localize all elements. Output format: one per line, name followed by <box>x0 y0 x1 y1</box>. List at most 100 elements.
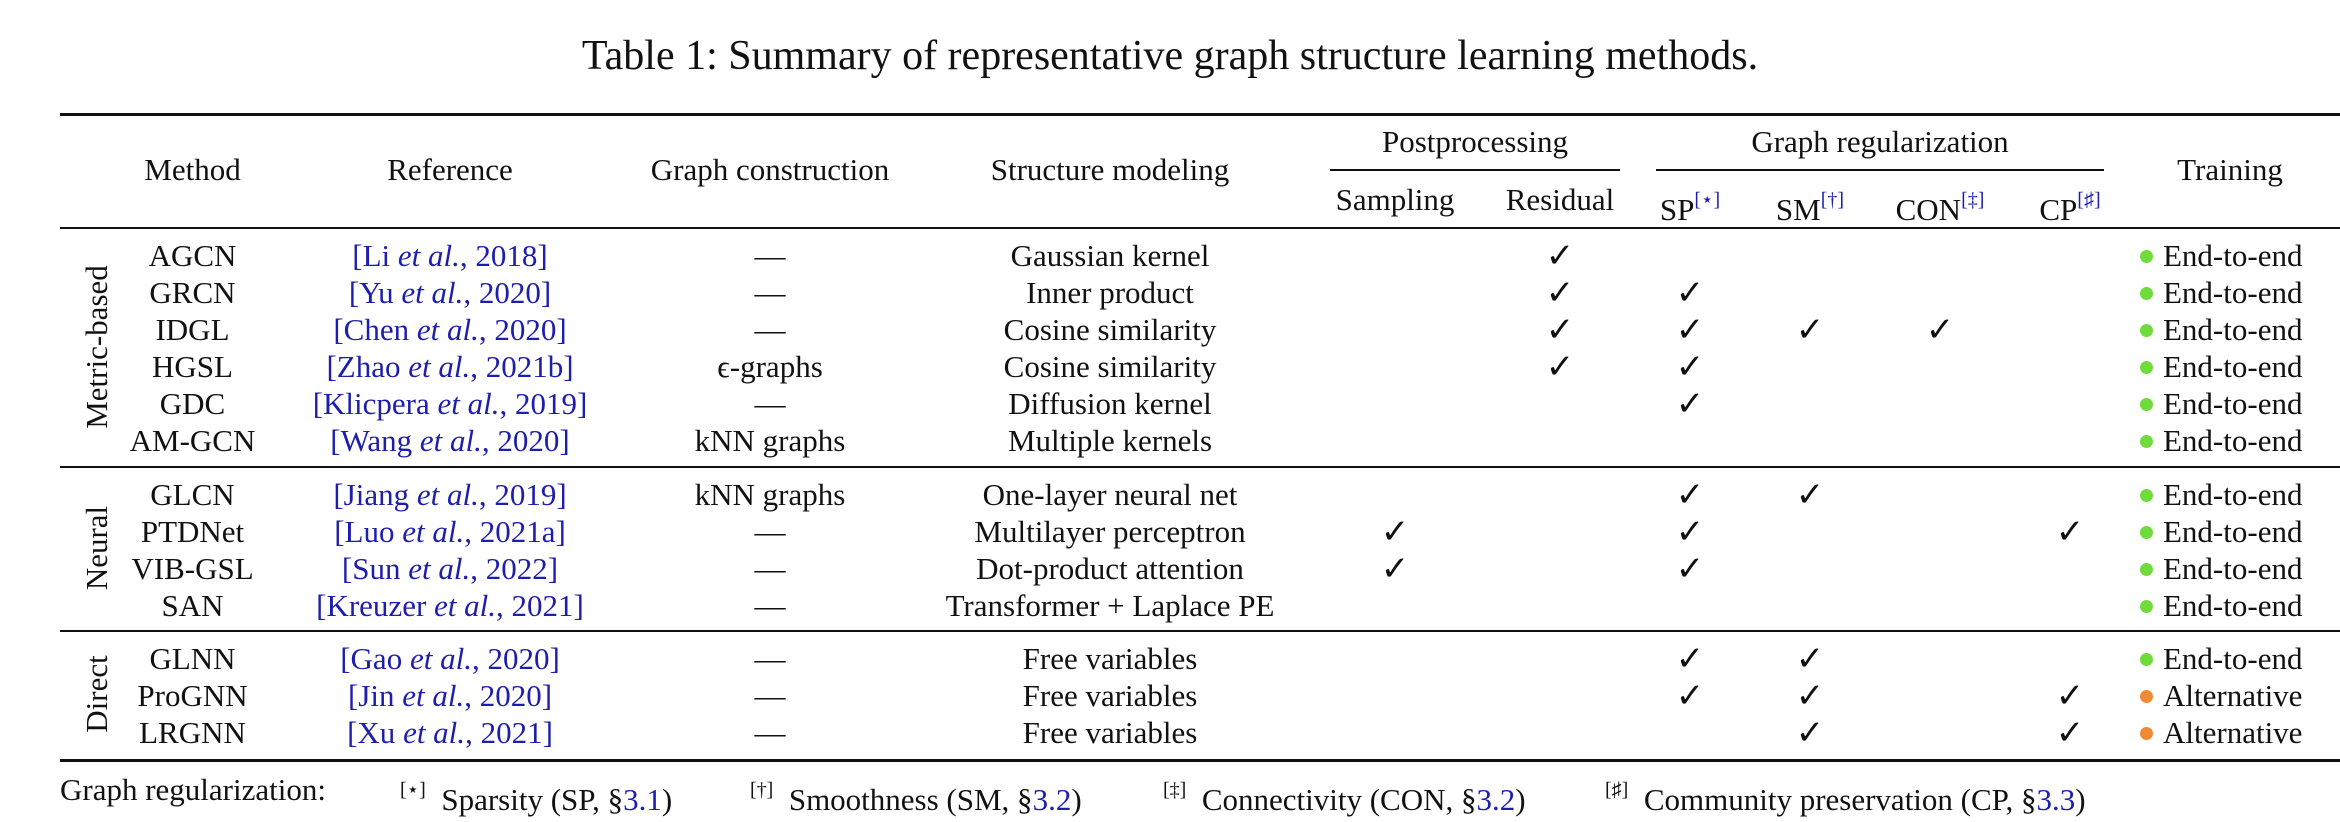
reference-cell[interactable]: [Xu et al., 2021] <box>290 715 610 751</box>
bottom-rule <box>60 759 2340 762</box>
end-to-end-dot-icon <box>2140 398 2153 412</box>
training-cell: End-to-end <box>2140 641 2340 677</box>
check-mark-icon: ✓ <box>1675 384 1705 424</box>
check-mark-icon: ✓ <box>1675 639 1705 679</box>
check-mark-icon: ✓ <box>1795 676 1825 716</box>
reference-cell[interactable]: [Jiang et al., 2019] <box>290 477 610 513</box>
method-cell: GDC <box>159 386 226 421</box>
reference-cell[interactable]: [Li et al., 2018] <box>290 238 610 274</box>
reference-author: [Gao <box>340 641 410 676</box>
reference-cell[interactable]: [Wang et al., 2020] <box>290 423 610 459</box>
reference-author: [Klicpera <box>312 386 438 421</box>
reference-etal: et al. <box>419 423 482 458</box>
reference-cell[interactable]: [Yu et al., 2020] <box>290 275 610 311</box>
reference-cell[interactable]: [Klicpera et al., 2019] <box>290 386 610 422</box>
method-cell: PTDNet <box>140 514 245 549</box>
footer-mark: [⋆] <box>400 779 426 801</box>
reference-etal: et al. <box>397 238 460 273</box>
structure-modeling-cell: One-layer neural net <box>982 477 1238 512</box>
footer-section-link[interactable]: 3.3 <box>2036 782 2076 817</box>
check-mark-icon: ✓ <box>1380 512 1410 552</box>
reference-year: , 2020] <box>463 275 552 310</box>
training-label: End-to-end <box>2163 275 2303 310</box>
training-cell: End-to-end <box>2140 275 2340 311</box>
reference-cell[interactable]: [Gao et al., 2020] <box>290 641 610 677</box>
header-sampling: Sampling <box>1335 182 1455 217</box>
check-mark-icon: ✓ <box>1925 310 1955 350</box>
training-cell: End-to-end <box>2140 386 2340 422</box>
reference-year: , 2021b] <box>470 349 574 384</box>
header-rule <box>60 227 2340 229</box>
header-reference: Reference <box>387 152 513 187</box>
postprocessing-underline <box>1330 169 1620 171</box>
graph-construction-cell: — <box>754 238 786 273</box>
footer-section-link[interactable]: 3.1 <box>623 782 662 817</box>
graph-construction-cell: — <box>754 514 786 549</box>
reference-etal: et al. <box>401 275 464 310</box>
method-cell: ProGNN <box>137 678 248 713</box>
footer-item-smoothness: [†] Smoothness (SM, §3.2) <box>750 770 1082 817</box>
reference-cell[interactable]: [Kreuzer et al., 2021] <box>290 588 610 624</box>
end-to-end-dot-icon <box>2140 435 2153 449</box>
training-label: End-to-end <box>2163 349 2303 384</box>
check-mark-icon: ✓ <box>1675 347 1705 387</box>
training-label: End-to-end <box>2163 312 2303 347</box>
reference-author: [Li <box>352 238 398 273</box>
structure-modeling-cell: Diffusion kernel <box>1008 386 1212 421</box>
header-postprocessing: Postprocessing <box>1382 124 1568 159</box>
method-cell: HGSL <box>152 349 233 384</box>
reference-cell[interactable]: [Sun et al., 2022] <box>290 551 610 587</box>
structure-modeling-cell: Multilayer perceptron <box>974 514 1246 549</box>
check-mark-icon: ✓ <box>1545 236 1575 276</box>
reference-year: , 2021a] <box>464 514 566 549</box>
reference-year: , 2019] <box>478 477 567 512</box>
reference-author: [Jiang <box>333 477 417 512</box>
header-cp: CP[♯] <box>2010 182 2130 227</box>
header-structure-modeling: Structure modeling <box>990 152 1230 187</box>
header-graph-regularization: Graph regularization <box>1751 124 2009 159</box>
end-to-end-dot-icon <box>2140 489 2153 503</box>
training-cell: Alternative <box>2140 678 2340 714</box>
check-mark-icon: ✓ <box>1795 639 1825 679</box>
con-mark: [‡] <box>1961 189 1985 211</box>
reference-cell[interactable]: [Jin et al., 2020] <box>290 678 610 714</box>
end-to-end-dot-icon <box>2140 600 2153 614</box>
reference-author: [Luo <box>334 514 403 549</box>
end-to-end-dot-icon <box>2140 526 2153 540</box>
footer-section-link[interactable]: 3.2 <box>1032 782 1072 817</box>
structure-modeling-cell: Transformer + Laplace PE <box>945 588 1275 623</box>
footer-section-link[interactable]: 3.2 <box>1476 782 1516 817</box>
method-cell: GLNN <box>149 641 236 676</box>
training-label: Alternative <box>2163 715 2303 750</box>
graph-construction-cell: — <box>754 386 786 421</box>
method-cell: GRCN <box>149 275 236 310</box>
reference-year: , 2018] <box>459 238 548 273</box>
reference-etal: et al. <box>408 551 471 586</box>
check-mark-icon: ✓ <box>2055 676 2085 716</box>
graph-construction-cell: ϵ-graphs <box>717 349 823 384</box>
header-sp: SP[⋆] <box>1630 182 1750 227</box>
header-sp-label: SP <box>1659 192 1695 227</box>
footer-item-sparsity: [⋆] Sparsity (SP, §3.1) <box>400 770 672 817</box>
reference-author: [Kreuzer <box>316 588 435 623</box>
training-label: End-to-end <box>2163 514 2303 549</box>
reference-author: [Yu <box>348 275 402 310</box>
training-cell: End-to-end <box>2140 588 2340 624</box>
structure-modeling-cell: Cosine similarity <box>1003 349 1217 384</box>
reference-cell[interactable]: [Chen et al., 2020] <box>290 312 610 348</box>
footer-text: Community preservation (CP, § <box>1643 782 2037 817</box>
group-rule-1 <box>60 466 2340 468</box>
reference-cell[interactable]: [Zhao et al., 2021b] <box>290 349 610 385</box>
end-to-end-dot-icon <box>2140 361 2153 375</box>
reference-etal: et al. <box>408 349 471 384</box>
footer-item-community: [♯] Community preservation (CP, §3.3) <box>1605 770 2086 817</box>
method-cell: AM-GCN <box>129 423 256 458</box>
end-to-end-dot-icon <box>2140 324 2153 338</box>
footer-mark: [‡] <box>1163 779 1187 801</box>
reference-cell[interactable]: [Luo et al., 2021a] <box>290 514 610 550</box>
graph-construction-cell: — <box>754 551 786 586</box>
reference-year: , 2020] <box>478 312 567 347</box>
training-label: End-to-end <box>2163 588 2303 623</box>
graph-construction-cell: kNN graphs <box>694 423 846 458</box>
sp-mark: [⋆] <box>1694 189 1721 211</box>
